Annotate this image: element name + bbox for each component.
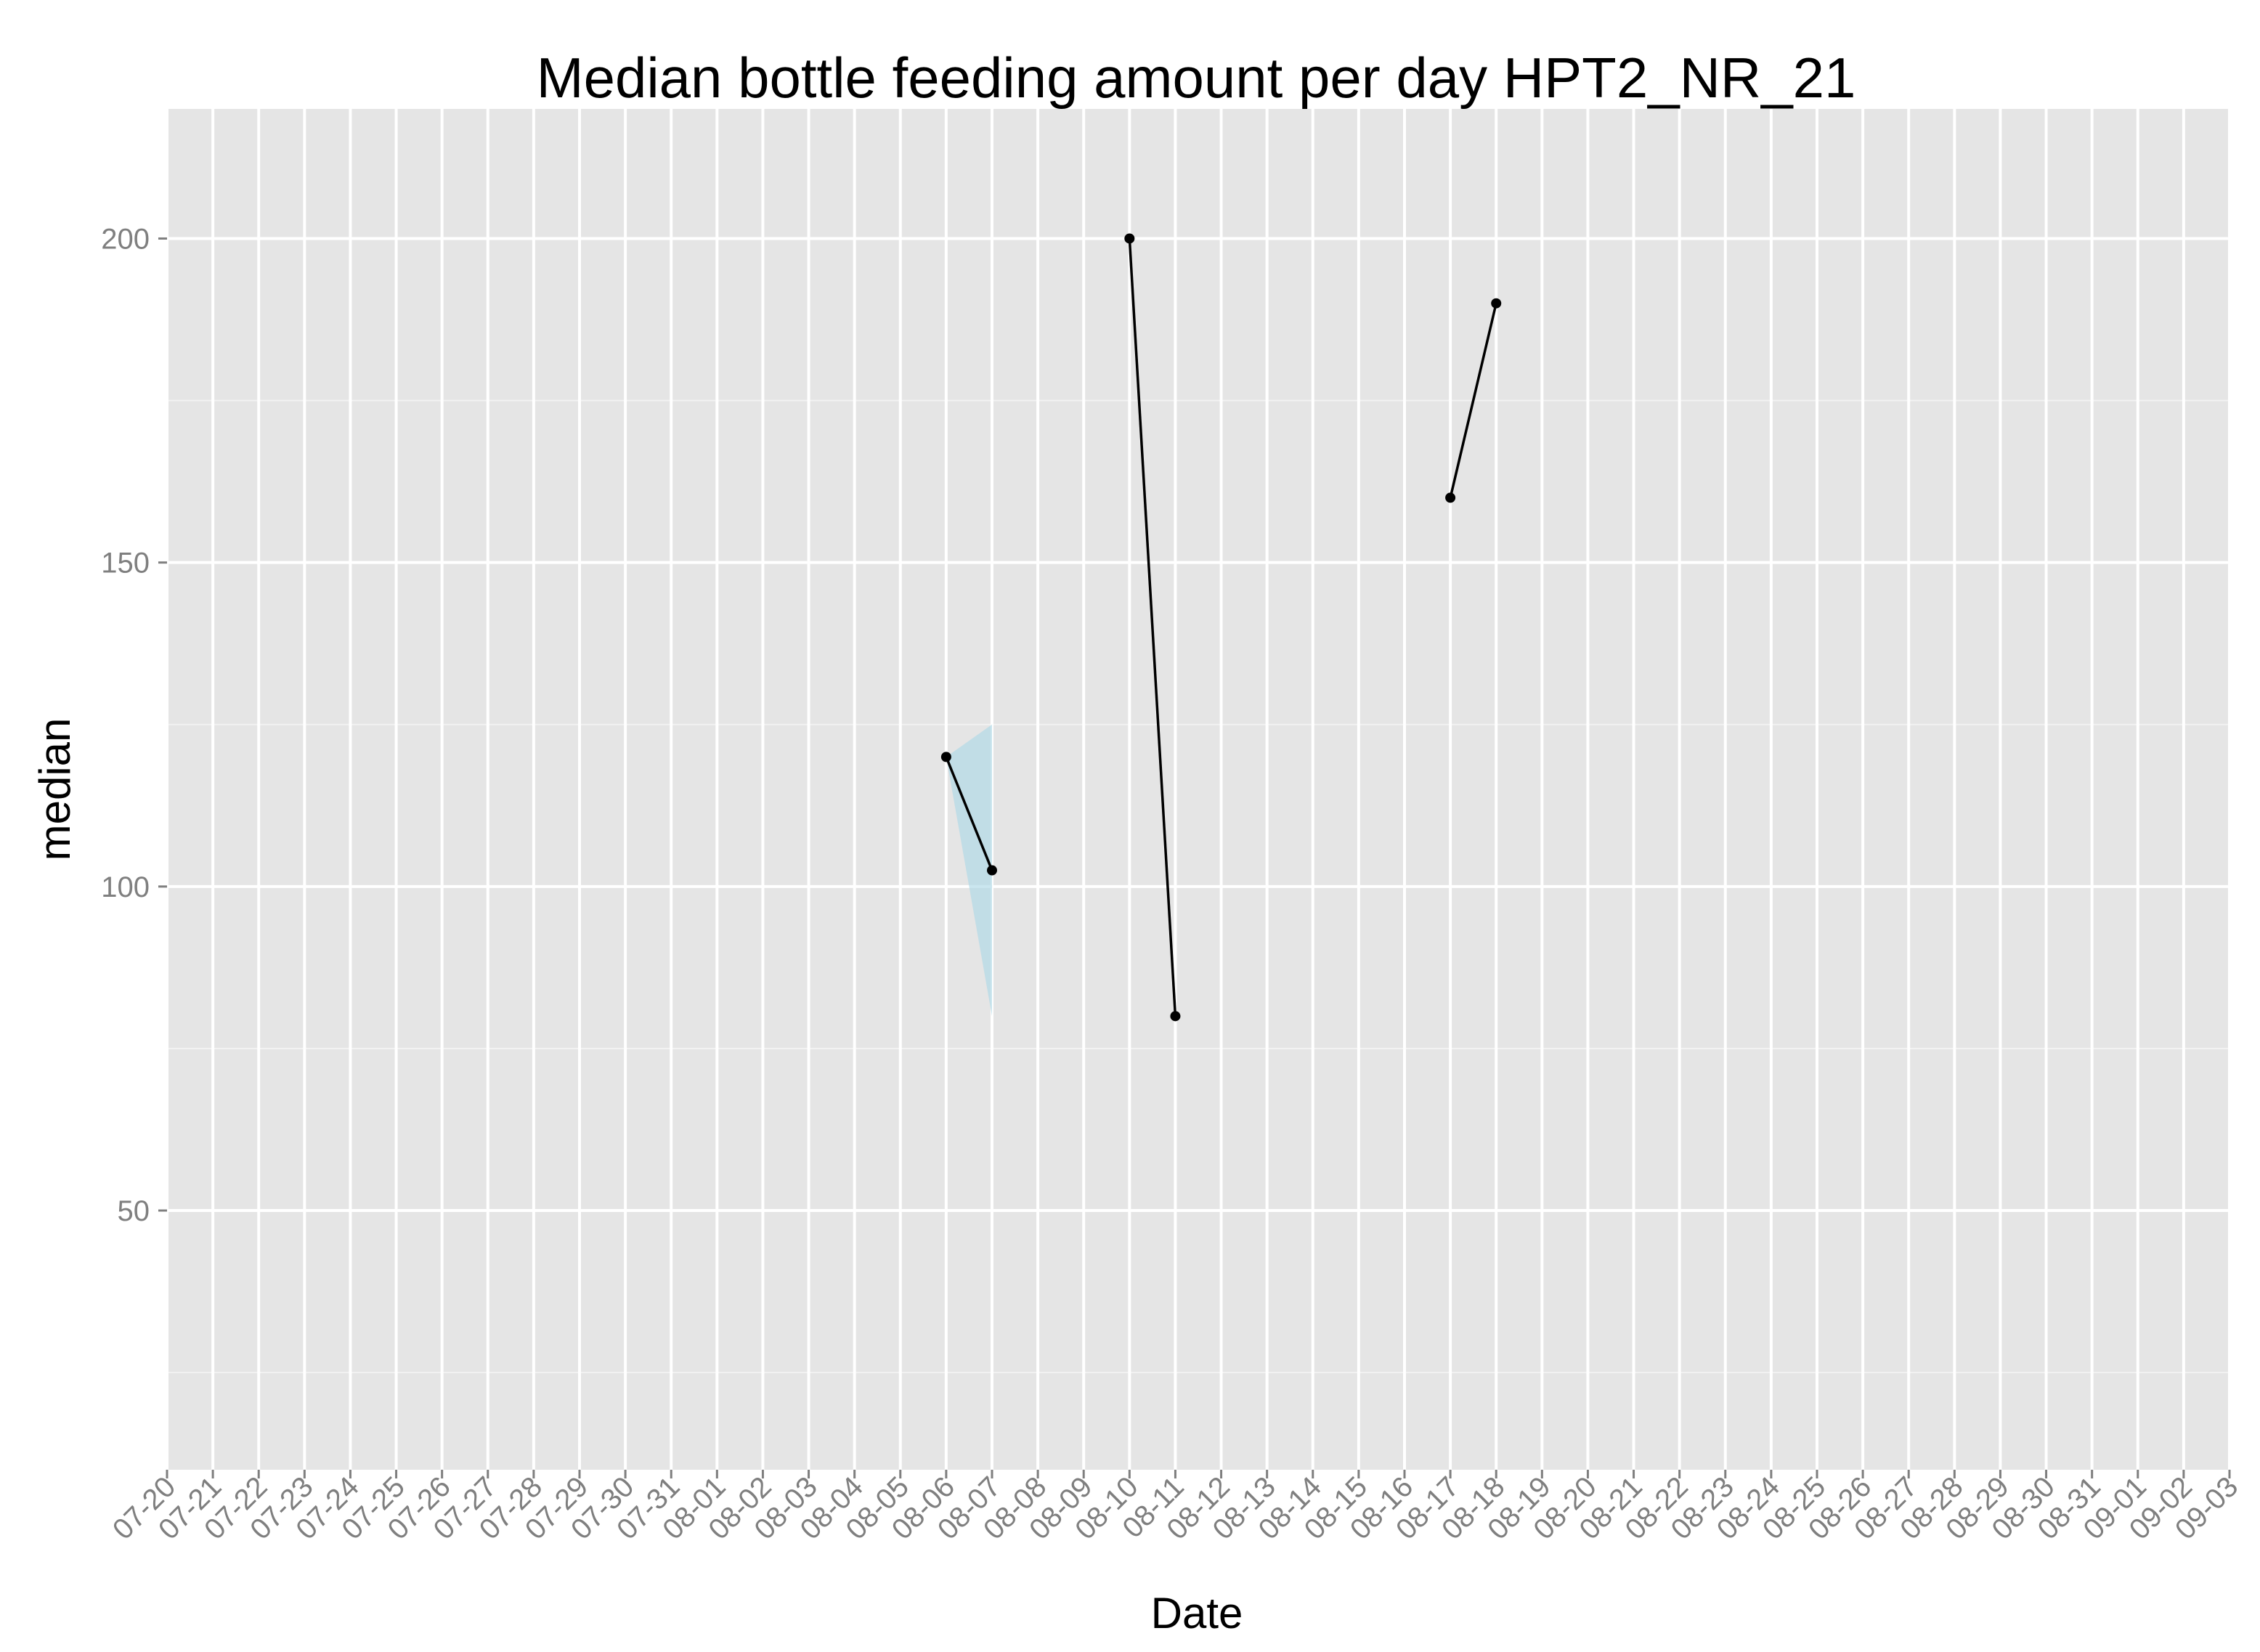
series-layer (940, 233, 1502, 1022)
y-tick-label: 100 (101, 871, 150, 903)
data-point (1124, 233, 1135, 244)
plot-panel (167, 109, 2229, 1470)
series-line (1128, 238, 1177, 1017)
x-axis: 07-2007-2107-2207-2307-2407-2507-2607-27… (107, 1470, 2244, 1546)
x-axis-label: Date (1151, 1589, 1243, 1637)
y-axis: 50 100 150 200 (101, 223, 167, 1227)
series-line (945, 756, 993, 871)
ribbon-band (946, 724, 992, 1017)
grid-lines (166, 109, 2231, 1470)
data-point (1491, 298, 1502, 309)
y-tick-label: 200 (101, 223, 150, 255)
data-point (1170, 1011, 1181, 1022)
chart-title: Median bottle feeding amount per day HPT… (537, 46, 1856, 110)
data-point (940, 752, 951, 762)
data-point (987, 865, 997, 876)
data-point (1445, 492, 1456, 503)
series-line (1449, 303, 1497, 498)
y-tick-label: 150 (101, 548, 150, 579)
ribbon-layer (946, 724, 992, 1017)
y-axis-label: median (31, 718, 79, 861)
y-tick-label: 50 (118, 1195, 150, 1227)
